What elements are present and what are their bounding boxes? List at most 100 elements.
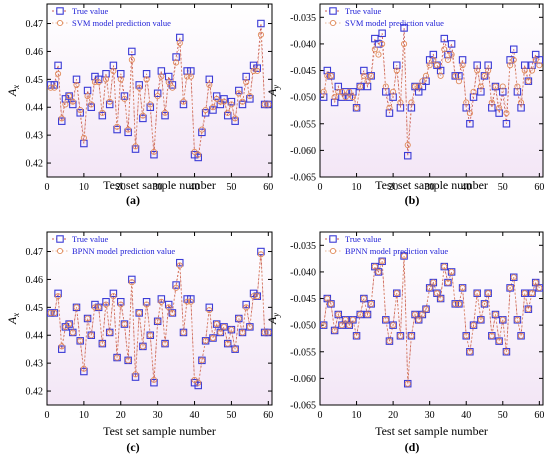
prediction-point (422, 306, 430, 313)
prediction-point (265, 329, 272, 336)
prediction-point (250, 67, 257, 75)
prediction-point (55, 293, 62, 300)
y-tick-label: -0.055 (290, 347, 316, 358)
y-axis-title-main: A (5, 88, 19, 97)
prediction-point (335, 311, 342, 318)
true-value-point (469, 321, 478, 329)
prediction-point (441, 263, 448, 270)
true-value-point (455, 300, 463, 308)
prediction-point (324, 72, 331, 79)
panel-label: (d) (405, 440, 420, 454)
true-value-point (161, 339, 169, 348)
x-tick-label: 50 (498, 182, 508, 193)
prediction-point (114, 123, 121, 130)
true-value-point (400, 24, 408, 32)
prediction-point (466, 348, 473, 355)
true-value-point (334, 310, 343, 319)
prediction-point (379, 258, 386, 265)
prediction-point (250, 293, 257, 300)
panel-d: 0 10 20 30 40 50 60 -0.065 -0.060 -0.055 -0.050 -0.… (265, 231, 544, 454)
prediction-point (474, 290, 481, 297)
prediction-point (95, 79, 102, 86)
true-value-point (462, 332, 470, 340)
prediction-point (195, 379, 202, 386)
series-line-prediction (50, 254, 269, 384)
prediction-point (349, 94, 356, 101)
true-value-point (161, 111, 169, 120)
true-value-point (510, 45, 518, 53)
true-value-point (462, 104, 470, 112)
y-tick-label: 0.44 (26, 331, 44, 342)
prediction-point (488, 332, 495, 339)
prediction-point (455, 300, 462, 307)
true-value-point (477, 316, 485, 324)
y-axis-title-subscript: x (11, 85, 21, 90)
y-tick-label: 0.42 (26, 159, 44, 170)
true-value-point (374, 268, 383, 276)
x-tick-label: 10 (352, 182, 362, 193)
true-value-point (246, 95, 254, 103)
true-value-point (495, 109, 503, 117)
prediction-point (364, 78, 371, 85)
true-value-point (198, 128, 206, 137)
true-value-point (484, 289, 492, 297)
prediction-point (382, 316, 389, 323)
prediction-point (386, 104, 393, 111)
true-value-point (367, 300, 375, 308)
true-value-point (473, 289, 481, 297)
true-value-point (164, 300, 173, 309)
true-value-point (201, 337, 210, 345)
legend-marker-square (329, 7, 337, 15)
true-value-point (172, 281, 180, 289)
prediction-point (368, 72, 375, 79)
prediction-point (265, 101, 272, 108)
legend-entry-label: SVM model prediction value (72, 18, 171, 28)
true-value-point (517, 104, 525, 112)
true-value-point (105, 328, 114, 337)
true-value-point (153, 89, 162, 98)
true-value-point (238, 328, 247, 337)
true-value-point (458, 56, 467, 64)
prediction-point (397, 332, 404, 339)
plot-frame (46, 3, 273, 178)
true-value-point (146, 331, 155, 339)
true-value-point (382, 88, 390, 96)
prediction-point (474, 67, 481, 74)
prediction-point (246, 93, 253, 100)
true-value-point (524, 77, 533, 85)
y-tick-label: 0.47 (26, 19, 44, 30)
true-value-point (422, 305, 430, 313)
prediction-point (228, 326, 235, 333)
true-value-point (367, 72, 375, 80)
x-tick-label: 50 (498, 410, 508, 421)
true-value-point (403, 379, 412, 388)
prediction-point (66, 93, 73, 100)
prediction-point (154, 93, 161, 100)
true-value-point (510, 273, 518, 281)
prediction-point (401, 252, 408, 260)
true-value-point (524, 305, 533, 313)
x-tick-label: 40 (461, 182, 471, 193)
true-value-point (87, 103, 96, 111)
true-value-point (124, 356, 132, 365)
y-tick-label: 0.45 (26, 75, 44, 86)
prediction-point (261, 101, 268, 108)
true-value-point (117, 298, 125, 306)
y-axis-title-subscript: y (271, 85, 281, 90)
true-value-point (168, 309, 177, 317)
true-value-point (520, 61, 529, 69)
prediction-point (525, 306, 532, 313)
prediction-point (132, 143, 139, 150)
prediction-point (69, 98, 76, 105)
prediction-point (80, 134, 87, 141)
prediction-point (364, 311, 371, 318)
y-axis-title-main: A (265, 88, 279, 97)
true-value-point (349, 316, 357, 324)
prediction-point (55, 70, 62, 77)
true-value-point (231, 117, 239, 125)
prediction-point (150, 376, 158, 383)
prediction-point (136, 84, 143, 91)
prediction-point (257, 31, 264, 38)
true-value-point (264, 100, 273, 109)
prediction-point (84, 315, 91, 322)
